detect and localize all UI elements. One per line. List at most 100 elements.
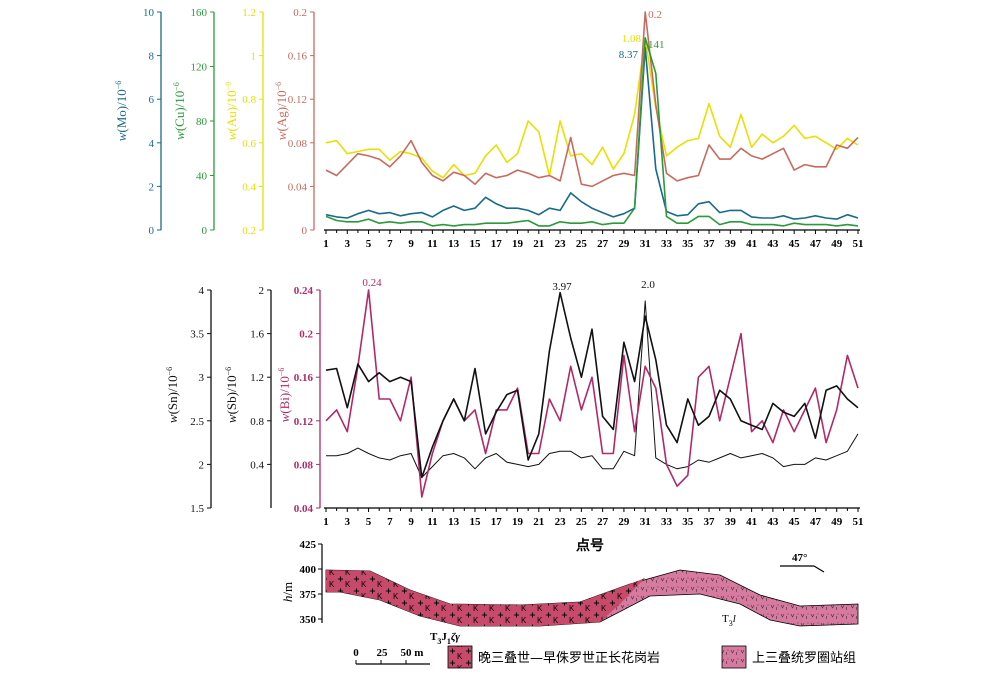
x-axis-title: 点号 [576,537,604,554]
series-line-cu [325,37,859,227]
x-tick-label: 21 [533,516,544,528]
x-tick-label: 13 [448,238,460,250]
section-y-tick-label: 400 [300,564,317,576]
x-tick-label: 11 [427,516,437,528]
x-tick-label: 49 [831,238,843,250]
x-tick-label: 23 [555,516,567,528]
series-line-sn [325,291,859,479]
y-tick-label-mo: 10 [143,7,155,19]
y-axis-label-sn: w(Sn)/10−6 [165,367,180,423]
peak-label-sn: 3.97 [552,281,572,293]
peak-label-ag: 0.2 [648,9,662,21]
y-tick-label-au: 0.8 [242,94,256,106]
y-tick-label-bi: 0.04 [294,503,314,515]
x-tick-label: 49 [831,516,843,528]
y-tick-label-mo: 8 [149,51,155,63]
x-tick-label: 41 [746,516,757,528]
peak-label-sb: 2.0 [641,279,655,291]
x-tick-label: 25 [576,238,588,250]
y-tick-label-ag: 0.16 [288,51,308,63]
lower-element-chart: 1.5 2 2.5 3 3.5 4 w(Sn)/10−6 0.4 0.8 1.2 1.6 2 w(Sb)… [165,277,864,528]
x-tick-label: 17 [491,516,503,528]
y-tick-label-bi: 0.12 [294,416,314,428]
section-y-label: h/m [280,582,295,602]
y-tick-label-mo: 2 [149,181,155,193]
y-tick-label-bi: 0.24 [294,285,314,297]
geologic-cross-section: 425 400 375 350 h/m T3J1ζγ T3l 47° [280,539,859,646]
dip-tick [813,565,825,573]
scale-label: 0 [353,647,359,659]
formation-unit-label: T3l [722,613,736,628]
y-tick-label-sb: 1.2 [250,372,264,384]
y-axis-label-bi: w(Bi)/10−6 [277,368,292,423]
series-line-ag [325,11,859,188]
y-tick-label-au: 1.2 [242,7,256,19]
legend-label-formation: 上三叠统罗圈站组 [752,651,856,666]
x-tick-label: 1 [323,516,329,528]
x-tick-label: 37 [704,238,716,250]
x-tick-label: 37 [704,516,716,528]
x-tick-label: 11 [427,238,437,250]
x-tick-label: 9 [408,516,414,528]
y-tick-label-ag: 0.04 [288,181,308,193]
x-tick-label: 5 [366,516,372,528]
section-y-tick-label: 425 [300,539,317,551]
y-tick-label-au: 0.2 [242,225,256,237]
y-tick-label-sb: 1.6 [250,329,264,341]
legend-swatch-formation [721,645,747,669]
x-tick-label: 1 [323,238,329,250]
y-tick-label-mo: 4 [149,138,155,150]
x-tick-label: 19 [512,516,524,528]
section-y-tick-label: 350 [300,614,317,626]
x-tick-label: 47 [810,238,822,250]
x-tick-label: 51 [853,238,864,250]
y-tick-label-sb: 0.4 [250,459,264,471]
x-tick-label: 41 [746,238,757,250]
y-tick-label-ag: 0.12 [288,94,307,106]
y-tick-label-cu: 80 [196,116,208,128]
y-tick-label-bi: 0.08 [294,459,314,471]
x-tick-label: 19 [512,238,524,250]
series-line-mo [325,46,859,220]
x-tick-label: 33 [661,516,673,528]
x-tick-label: 3 [345,238,351,250]
x-tick-label: 13 [448,516,460,528]
y-tick-label-sb: 0.8 [250,416,264,428]
y-tick-label-sn: 4 [199,285,205,297]
y-axis-label-cu: w(Cu)/10−6 [172,82,187,140]
x-tick-label: 21 [533,238,544,250]
legend: 0 25 50 m 晚三叠世—早侏罗世正长花岗岩 上三叠统罗圈站组 [353,645,856,669]
y-axis-label-sb: w(Sb)/10−6 [224,367,239,423]
y-tick-label-ag: 0.08 [288,138,308,150]
y-tick-label-sn: 2 [199,459,205,471]
x-tick-label: 9 [408,238,414,250]
x-tick-label: 17 [491,238,503,250]
x-tick-label: 47 [810,516,822,528]
x-tick-label: 27 [597,516,609,528]
y-tick-label-ag: 0 [302,225,308,237]
y-tick-label-mo: 0 [149,225,155,237]
y-tick-label-sb: 2 [259,285,265,297]
x-tick-label: 35 [682,516,694,528]
x-tick-label: 45 [789,238,801,250]
y-tick-label-au: 0.4 [242,181,256,193]
section-y-tick-label: 375 [300,589,317,601]
x-tick-label: 29 [618,238,630,250]
y-tick-label-au: 1 [251,51,257,63]
peak-label-mo: 8.37 [619,49,639,61]
x-tick-label: 27 [597,238,609,250]
y-tick-label-mo: 6 [149,94,155,106]
peak-label-cu: 141 [648,39,665,51]
y-tick-label-cu: 120 [191,62,208,74]
x-tick-label: 7 [387,516,393,528]
y-tick-label-bi: 0.2 [299,329,313,341]
series-line-sb [326,300,859,478]
y-axis-label-mo: w(Mo)/10−6 [114,81,129,142]
x-tick-label: 15 [469,516,481,528]
series-line-au [325,37,859,179]
x-tick-label: 39 [725,516,737,528]
y-tick-label-bi: 0.16 [294,372,314,384]
legend-swatch-granite [447,645,473,669]
